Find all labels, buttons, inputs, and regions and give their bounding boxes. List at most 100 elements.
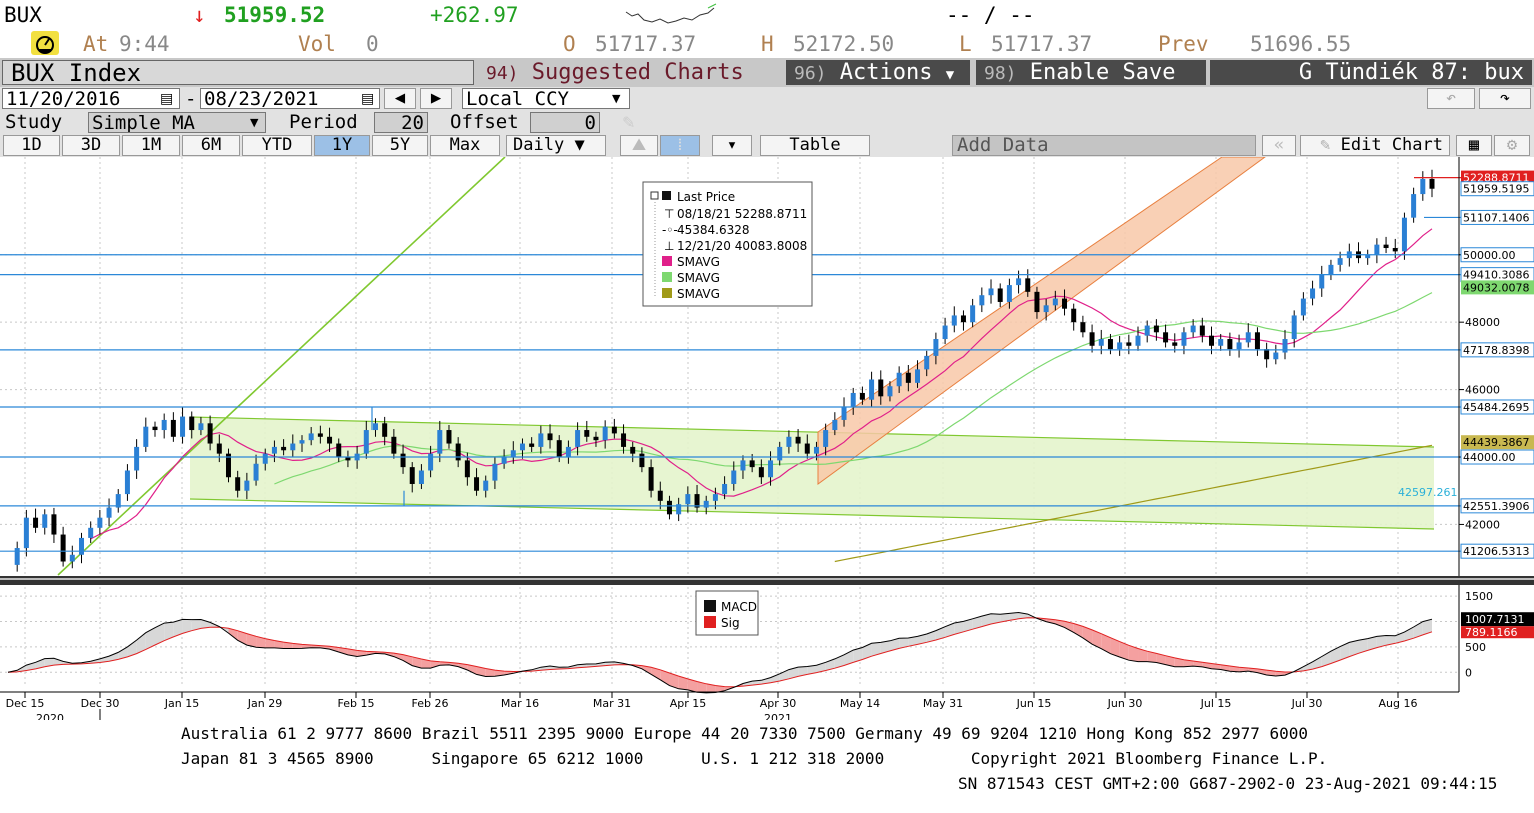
macd-fill bbox=[26, 662, 36, 671]
high-price: 52172.50 bbox=[793, 32, 895, 56]
candle-body bbox=[372, 423, 378, 431]
start-date-field[interactable]: 11/20/2016 bbox=[2, 88, 180, 109]
last-price: 51959.52 bbox=[224, 3, 326, 27]
candle-body bbox=[979, 295, 985, 306]
macd-fill bbox=[164, 622, 174, 641]
macd-fill bbox=[687, 678, 698, 693]
sig-value-box bbox=[1461, 626, 1534, 639]
price-label-text: 44000.00 bbox=[1463, 451, 1516, 464]
add-data-field[interactable]: Add Data bbox=[952, 135, 1256, 156]
range-3d-button[interactable]: 3D bbox=[62, 135, 120, 156]
x-tick-label: May 31 bbox=[923, 697, 963, 710]
candle-body bbox=[1071, 308, 1077, 323]
candle-body bbox=[382, 423, 388, 437]
actions-menu[interactable]: 96) Actions ▼ bbox=[786, 60, 970, 85]
macd-fill bbox=[908, 636, 918, 647]
study-select[interactable]: Simple MA bbox=[88, 112, 266, 133]
gauge-icon[interactable] bbox=[31, 31, 59, 55]
calendar-icon[interactable]: ▤ bbox=[361, 91, 375, 107]
candle-body bbox=[88, 527, 94, 538]
price-label-text: 51107.1406 bbox=[1463, 211, 1529, 224]
candle-body bbox=[1135, 335, 1141, 346]
candle-body bbox=[1144, 325, 1150, 336]
mountain-chart-icon[interactable]: ⛰ bbox=[620, 135, 658, 156]
range-1d-button[interactable]: 1D bbox=[3, 135, 60, 156]
macd-tick-label: 0 bbox=[1465, 666, 1472, 679]
study-value: Simple MA bbox=[92, 112, 195, 133]
range-ytd-button[interactable]: YTD bbox=[242, 135, 312, 156]
range-1m-button[interactable]: 1M bbox=[122, 135, 180, 156]
macd-fill bbox=[504, 671, 514, 676]
calendar-icon[interactable]: ▤ bbox=[160, 91, 174, 107]
price-label-box bbox=[1460, 399, 1534, 415]
candle-body bbox=[1282, 339, 1288, 353]
offset-field[interactable]: 0 bbox=[530, 112, 600, 133]
candle-body bbox=[281, 446, 287, 451]
macd-fill bbox=[1321, 651, 1331, 667]
chart-type-dropdown[interactable]: ▾ bbox=[712, 135, 752, 156]
candle-body bbox=[970, 305, 976, 323]
candle-body bbox=[621, 433, 627, 447]
range-1y-button[interactable]: 1Y bbox=[314, 135, 370, 156]
macd-fill bbox=[807, 665, 817, 675]
macd-fill bbox=[972, 616, 982, 630]
redo-button[interactable]: ↷ bbox=[1479, 88, 1531, 109]
gear-icon[interactable]: ⚙ bbox=[1494, 135, 1530, 156]
candle-body bbox=[1264, 349, 1270, 360]
macd-fill bbox=[145, 627, 155, 650]
candle-body bbox=[538, 433, 544, 447]
range-6m-button[interactable]: 6M bbox=[182, 135, 240, 156]
period-field[interactable]: 20 bbox=[374, 112, 428, 133]
suggested-charts-button[interactable]: 94) Suggested Charts bbox=[478, 60, 774, 85]
actions-label: Actions bbox=[839, 60, 933, 85]
candle-body bbox=[437, 430, 443, 454]
year-label: 2020 bbox=[36, 712, 64, 720]
prev-period-button[interactable]: ◀ bbox=[384, 88, 416, 109]
candle-body bbox=[731, 470, 737, 484]
candle-body bbox=[1273, 352, 1279, 360]
macd-fill bbox=[697, 681, 707, 693]
enable-save-button[interactable]: 98) Enable Save bbox=[976, 60, 1206, 85]
candle-body bbox=[501, 457, 507, 464]
macd-fill bbox=[53, 658, 64, 666]
candle-body bbox=[997, 288, 1003, 302]
candle-body bbox=[143, 426, 149, 447]
candle-body bbox=[262, 453, 268, 464]
candle-body bbox=[556, 440, 562, 458]
x-tick-label: Jul 30 bbox=[1291, 697, 1323, 710]
collapse-icon[interactable]: « bbox=[1262, 135, 1296, 156]
prev-close: 51696.55 bbox=[1250, 32, 1352, 56]
macd-fill bbox=[1128, 645, 1139, 662]
candle-body bbox=[152, 426, 158, 431]
candle-body bbox=[924, 355, 930, 370]
drawn-annotations bbox=[57, 157, 1435, 576]
chart-settings-icon[interactable]: ▦ bbox=[1456, 135, 1492, 156]
x-tick-label: Feb 15 bbox=[338, 697, 375, 710]
security-field[interactable]: BUX Index bbox=[2, 60, 474, 86]
candle-body bbox=[841, 406, 847, 420]
frequency-select[interactable]: Daily ▼ bbox=[506, 135, 606, 156]
legend-sig: Sig bbox=[721, 616, 740, 630]
net-change: +262.97 bbox=[430, 3, 519, 27]
period-label: Period bbox=[289, 111, 358, 133]
range-max-button[interactable]: Max bbox=[430, 135, 500, 156]
currency-select[interactable]: Local CCY bbox=[462, 88, 630, 109]
price-label-box bbox=[1461, 170, 1534, 185]
next-period-button[interactable]: ▶ bbox=[420, 88, 452, 109]
table-button[interactable]: Table bbox=[760, 135, 870, 156]
candle-body bbox=[327, 436, 333, 444]
candle-body bbox=[1319, 274, 1325, 289]
price-chart[interactable]: 42597.261 420004400046000480005000052288… bbox=[0, 157, 1534, 720]
x-tick-label: Dec 15 bbox=[6, 697, 45, 710]
undo-button[interactable]: ↶ bbox=[1427, 88, 1475, 109]
range-5y-button[interactable]: 5Y bbox=[372, 135, 428, 156]
price-label-box bbox=[1460, 498, 1534, 514]
end-date-field[interactable]: 08/23/2021 bbox=[200, 88, 380, 109]
edit-chart-button[interactable]: ✎ Edit Chart bbox=[1300, 135, 1450, 156]
candle-body bbox=[317, 433, 323, 437]
candle-chart-icon[interactable]: ⁞ bbox=[660, 135, 700, 156]
pencil-icon[interactable]: ✎ bbox=[622, 113, 636, 132]
candle-body bbox=[1199, 325, 1205, 336]
volume: 0 bbox=[366, 32, 379, 56]
